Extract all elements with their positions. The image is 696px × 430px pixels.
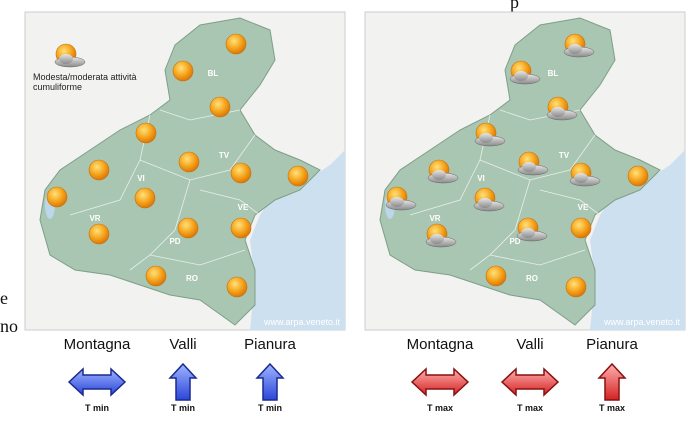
cloud-icon (479, 133, 493, 143)
sun-icon (177, 217, 199, 239)
sea (250, 150, 345, 330)
province-border (489, 249, 586, 266)
cloud-icon (514, 71, 528, 81)
province-label: TV (219, 151, 230, 160)
province-label: TV (559, 151, 570, 160)
sun-icon (225, 33, 247, 55)
sun-icon (485, 265, 507, 287)
province-border (479, 134, 596, 181)
arrow-horizontal (67, 367, 127, 397)
cloud-icon (574, 173, 588, 183)
province-border (139, 134, 256, 181)
text-fragment: p (510, 0, 519, 12)
arrow-up (255, 362, 285, 401)
temperature-label: T max (427, 403, 453, 413)
province-label: VI (137, 174, 145, 183)
sea (590, 150, 685, 330)
sun-icon (88, 159, 110, 181)
sun-icon (46, 186, 68, 208)
region (39, 17, 321, 326)
sun-icon (627, 165, 649, 187)
cloud-icon (432, 170, 446, 180)
province-border (469, 179, 531, 271)
province-label: RO (186, 274, 198, 283)
text-fragment: e (0, 288, 8, 308)
province-label: VE (238, 203, 249, 212)
temperature-label: T min (85, 403, 109, 413)
province-label: PD (169, 237, 180, 246)
sun-icon (230, 162, 252, 184)
province-label: VR (429, 214, 440, 223)
cloud-icon (478, 198, 492, 208)
arrow-horizontal (500, 367, 560, 397)
cloud-icon (521, 228, 535, 238)
map-note: Modesta/moderata attività (33, 72, 137, 82)
sun-icon (226, 276, 248, 298)
cloud-icon (430, 234, 444, 244)
sun-icon (565, 276, 587, 298)
province-label: BL (208, 69, 219, 78)
province-label: VE (578, 203, 589, 212)
weather-map: BL TV VI VR PD VE RO www.arpa.veneto.it (364, 11, 686, 331)
province-label: VI (477, 174, 485, 183)
map-note: cumuliforme (33, 82, 82, 92)
sun-icon (134, 187, 156, 209)
sun-icon (145, 265, 167, 287)
weather-map: BL TV VI VR PD VE RO www.arpa.veneto.it Modesta/… (24, 11, 346, 331)
sun-icon (135, 122, 157, 144)
temperature-label: T min (258, 403, 282, 413)
zone-label: Pianura (244, 336, 296, 353)
map-credit: www.arpa.veneto.it (603, 317, 681, 327)
text-fragment: no (0, 316, 18, 336)
zone-label: Pianura (586, 336, 638, 353)
province-border (539, 189, 601, 216)
province-label: VR (89, 214, 100, 223)
trend-legend: Montagna T min Valli T min Pianura T min (64, 336, 297, 413)
cloud-icon (522, 162, 536, 172)
sun-icon (287, 165, 309, 187)
arrow-up (168, 362, 198, 401)
zone-label: Valli (169, 336, 196, 353)
cloud-icon (59, 54, 73, 64)
province-label: PD (509, 237, 520, 246)
province-label: BL (548, 69, 559, 78)
province-border (199, 189, 261, 216)
temperature-label: T max (599, 403, 625, 413)
sun-icon (209, 96, 231, 118)
province-border (149, 249, 246, 266)
sun-icon (88, 223, 110, 245)
temperature-label: T max (517, 403, 543, 413)
sun-icon (178, 151, 200, 173)
map-credit: www.arpa.veneto.it (263, 317, 341, 327)
province-label: RO (526, 274, 538, 283)
zone-label: Valli (516, 336, 543, 353)
arrow-horizontal (410, 367, 470, 397)
trend-legend: Montagna T max Valli T max Pianura T max (407, 336, 639, 413)
sun-icon (570, 217, 592, 239)
zone-label: Montagna (407, 336, 474, 353)
province-border (129, 179, 191, 271)
temperature-label: T min (171, 403, 195, 413)
arrow-up (597, 362, 627, 401)
sun-icon (230, 217, 252, 239)
sun-icon (172, 60, 194, 82)
cloud-icon (390, 197, 404, 207)
cloud-icon (568, 44, 582, 54)
cloud-icon (551, 107, 565, 117)
zone-label: Montagna (64, 336, 131, 353)
